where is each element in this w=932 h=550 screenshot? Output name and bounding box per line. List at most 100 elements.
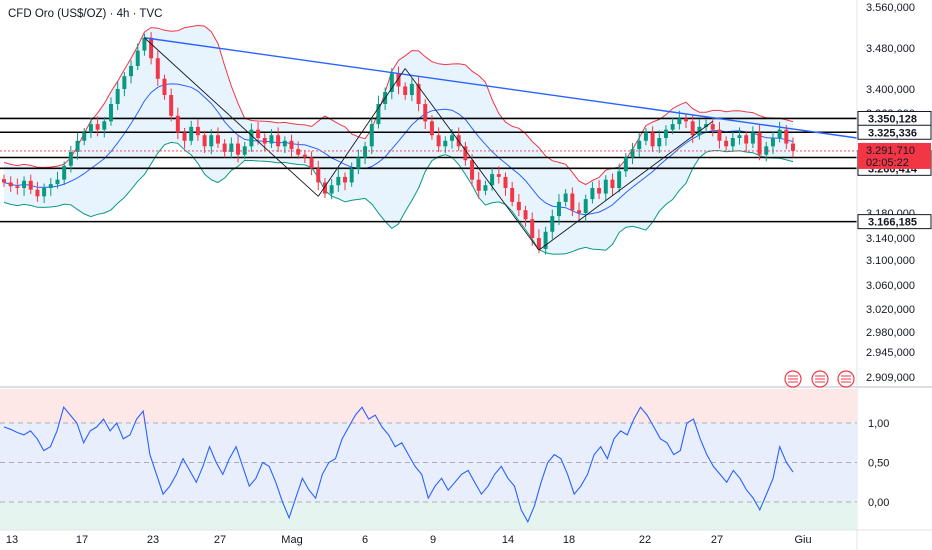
candle [48,184,53,188]
y-tick-label: 3.100,000 [866,255,915,267]
candle [343,176,347,183]
rsi-tick-label: 0,00 [868,497,889,509]
candle [28,180,33,190]
candle [129,65,134,77]
candle [169,95,174,116]
candle [450,135,454,141]
candle [88,124,93,133]
candle [684,118,689,122]
candle [336,176,341,186]
candle [55,179,60,185]
candle [730,138,735,147]
candle [550,216,555,232]
candle [777,129,782,138]
candle [523,210,528,220]
candle [142,37,147,51]
candle [409,83,414,95]
candle [175,115,180,133]
bollinger-lower-line [3,141,794,255]
level-tag-label: 3.350,128 [868,113,917,125]
x-tick-label: 6 [362,534,368,546]
bollinger-fill [4,25,793,255]
candle [510,188,515,202]
candle [416,83,421,104]
candle [75,140,80,152]
rsi-tick-label: 1,00 [868,418,889,430]
candle [476,179,481,191]
rsi-tick-label: 0,50 [868,458,889,470]
candle [302,154,307,158]
candle [737,135,742,138]
candle [108,104,113,122]
price-tag-value: 3.291,710 [866,145,915,157]
candle [389,73,394,92]
candle [563,193,568,202]
candle [436,135,441,147]
level-tag-label: 3.325,336 [868,127,917,139]
y-tick-label: 2.980,000 [866,327,915,339]
candle [289,140,294,150]
price-tag [858,142,931,169]
candle [463,146,468,161]
x-tick-label: 27 [711,534,723,546]
bollinger-basis-line [3,83,794,216]
trendline-3[interactable] [404,68,540,251]
trendline-1[interactable] [144,37,319,197]
candle [276,135,281,147]
candle [443,140,448,147]
candle [470,160,475,180]
candle [403,86,408,95]
candle [496,174,501,177]
candle [155,58,160,79]
candle [242,146,247,155]
trendline-0[interactable] [144,37,858,139]
candle [623,157,628,172]
candle [269,135,274,144]
candle [784,129,789,144]
candle [8,182,13,187]
trendline-4[interactable] [538,120,714,251]
candle [115,89,120,104]
candle [189,126,194,141]
level-tag [857,214,932,230]
y-tick-label: 3.480,000 [866,43,915,55]
candle [757,132,762,155]
candle [536,238,541,249]
trendline-2[interactable] [317,68,406,197]
candle [329,185,334,194]
candle [603,179,608,194]
candle [710,124,715,130]
candle [82,132,87,141]
rsi-overbought-zone [0,389,857,423]
y-tick-label: 3.060,000 [866,280,915,292]
candle [610,179,615,188]
candle [349,168,354,183]
candle [429,121,434,136]
candle [650,132,655,147]
candle [764,146,769,155]
price-axis-bg [857,0,932,550]
candle [770,138,775,147]
x-tick-label: 17 [76,534,88,546]
candle [369,124,374,147]
chart-title: CFD Oro (US$/OZ) · 4h · TVC [8,8,162,20]
candle [704,124,709,127]
candle [2,179,6,183]
candle [530,219,535,238]
candle [617,171,622,188]
candle [583,199,588,213]
candle [202,135,207,147]
x-tick-label: 22 [639,534,651,546]
candle [122,76,127,89]
candle [630,149,635,158]
candle [570,193,575,211]
candle [149,37,154,59]
candle [309,157,314,169]
candle [182,132,187,141]
candle [516,201,521,211]
candle [35,189,40,197]
candle [162,78,167,95]
x-tick-label: Mag [281,534,302,546]
candle [597,188,602,194]
